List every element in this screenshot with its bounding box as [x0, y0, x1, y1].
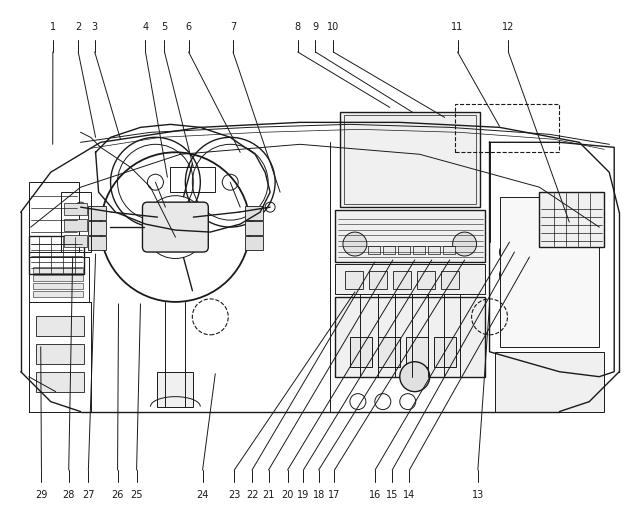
Circle shape [343, 232, 367, 256]
Text: 21: 21 [262, 490, 275, 500]
Bar [378, 337, 400, 367]
Bar [335, 210, 485, 262]
Bar [33, 291, 83, 297]
Circle shape [159, 211, 192, 244]
Bar [427, 246, 439, 254]
Bar [33, 275, 83, 281]
Bar [60, 192, 90, 252]
Text: 16: 16 [369, 490, 381, 500]
Text: 13: 13 [472, 490, 484, 500]
Bar [406, 337, 427, 367]
Bar [64, 203, 86, 215]
Bar [350, 337, 372, 367]
Bar [335, 297, 485, 377]
Bar [245, 221, 263, 235]
Bar [340, 112, 480, 207]
Bar [335, 264, 485, 294]
Bar [36, 344, 83, 364]
Text: 27: 27 [82, 490, 95, 500]
Text: 7: 7 [230, 22, 236, 32]
Text: 15: 15 [386, 490, 398, 500]
Bar [434, 337, 455, 367]
Bar [369, 271, 387, 289]
Bar [495, 352, 604, 412]
Text: 17: 17 [328, 490, 341, 500]
Bar [417, 271, 434, 289]
Bar [158, 372, 193, 407]
Bar [88, 236, 106, 250]
Bar [245, 236, 263, 250]
Bar [499, 197, 599, 347]
Text: 10: 10 [327, 22, 340, 32]
Text: 3: 3 [92, 22, 98, 32]
Bar [33, 283, 83, 289]
Text: 4: 4 [142, 22, 149, 32]
Bar [443, 246, 455, 254]
Bar [383, 246, 395, 254]
Bar [344, 115, 476, 204]
Bar [29, 236, 83, 274]
Bar [529, 252, 550, 267]
Bar [36, 372, 83, 392]
Bar [539, 192, 604, 247]
Bar [33, 267, 83, 273]
Text: 29: 29 [35, 490, 48, 500]
Bar [29, 257, 88, 302]
Text: 26: 26 [111, 490, 124, 500]
Bar [398, 246, 410, 254]
FancyBboxPatch shape [142, 202, 209, 252]
Text: 18: 18 [312, 490, 325, 500]
Text: 2: 2 [75, 22, 81, 32]
Bar [368, 246, 380, 254]
Text: 23: 23 [228, 490, 240, 500]
Bar [413, 246, 425, 254]
Circle shape [400, 362, 430, 392]
Bar [88, 206, 106, 220]
Circle shape [453, 232, 476, 256]
Text: 19: 19 [297, 490, 310, 500]
Text: 22: 22 [245, 490, 258, 500]
Bar [88, 221, 106, 235]
Bar [64, 219, 86, 231]
Text: 14: 14 [403, 490, 415, 500]
Text: 24: 24 [197, 490, 209, 500]
Text: 28: 28 [62, 490, 75, 500]
Bar [36, 316, 83, 336]
Text: 20: 20 [281, 490, 294, 500]
Bar [64, 235, 86, 247]
Text: 12: 12 [502, 22, 515, 32]
Text: 8: 8 [294, 22, 301, 32]
Text: 25: 25 [130, 490, 143, 500]
Bar [170, 167, 215, 192]
Bar [245, 206, 263, 220]
Text: 11: 11 [452, 22, 464, 32]
Text: 1: 1 [50, 22, 56, 32]
Text: 6: 6 [186, 22, 191, 32]
Bar [441, 271, 459, 289]
Bar [455, 104, 559, 152]
Bar [345, 271, 363, 289]
Text: 9: 9 [312, 22, 319, 32]
Text: 5: 5 [162, 22, 168, 32]
Bar [393, 271, 411, 289]
Bar [29, 182, 79, 252]
